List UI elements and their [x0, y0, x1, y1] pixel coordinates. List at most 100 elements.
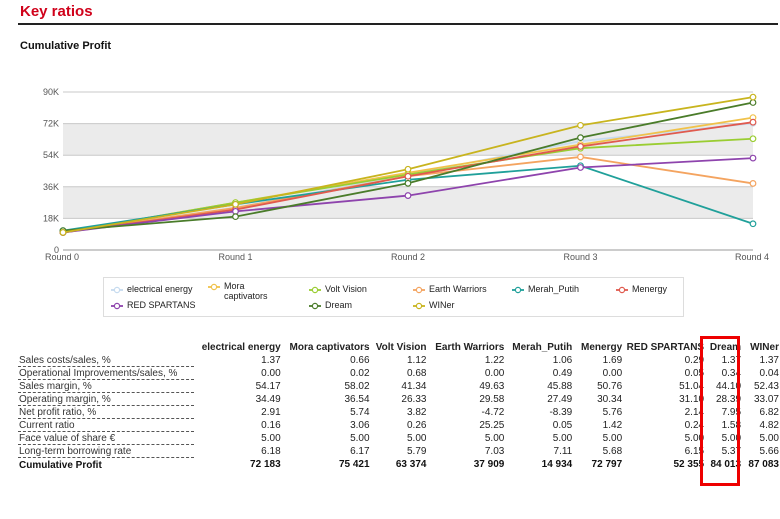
row-label: Operational Improvements/sales, %	[18, 366, 194, 380]
data-point-red-spartans	[404, 192, 412, 199]
table-cell: 5.00	[721, 432, 742, 444]
table-cell: 5.74	[350, 406, 370, 418]
table-cell: 1.22	[484, 354, 505, 366]
data-point-dream	[404, 179, 412, 187]
legend-marker	[413, 285, 425, 295]
table-row: Net profit ratio, % 2.91 5.74 3.82 -4.72 -8.3…	[18, 405, 780, 419]
row-label: Cumulative Profit	[19, 459, 102, 471]
legend-label: RED SPARTANS	[127, 300, 196, 310]
chart-legend: electrical energy Mora captivators Volt Vi…	[103, 277, 684, 317]
data-point-earth-warriors	[749, 180, 757, 187]
page-title: Key ratios	[20, 3, 93, 20]
table-cell: -8.39	[549, 406, 573, 418]
legend-marker	[111, 301, 123, 311]
table-cell: 25.25	[479, 419, 505, 431]
table-cell: 1.58	[721, 419, 742, 431]
table-cell: 52.43	[753, 380, 779, 392]
legend-marker	[111, 285, 123, 295]
table-cell: -4.72	[481, 406, 505, 418]
x-tick-label: Round 3	[563, 252, 597, 262]
data-point-menergy	[749, 118, 757, 126]
table-row: Long-term borrowing rate 6.18 6.17 5.79 7.03…	[18, 444, 780, 458]
y-tick-label: 18K	[43, 213, 59, 223]
legend-marker	[616, 285, 628, 295]
column-header: Menergy	[581, 342, 623, 353]
table-cell: 3.06	[350, 419, 370, 431]
column-header: Dream	[709, 342, 742, 353]
table-cell: 5.00	[261, 432, 281, 444]
data-point-winer	[749, 93, 757, 101]
column-header: Volt Vision	[375, 342, 427, 353]
table-cell: 34.49	[255, 393, 281, 405]
table-cell: 37 909	[473, 459, 505, 471]
table-cell: 72 797	[591, 459, 623, 471]
table-cell: 28.39	[716, 393, 742, 405]
column-header: electrical energy	[201, 342, 281, 353]
table-cell: 1.37	[261, 354, 281, 366]
y-tick-label: 36K	[43, 182, 59, 192]
column-header: Earth Warriors	[435, 342, 505, 353]
data-point-merah-putih	[749, 220, 757, 228]
table-cell: 1.37	[759, 354, 779, 366]
legend-marker	[309, 301, 321, 311]
key-ratios-table: electrical energy Mora captivators Volt Vi…	[18, 341, 780, 472]
data-point-menergy	[577, 143, 584, 150]
table-cell: 29.58	[479, 393, 505, 405]
table-row: Sales costs/sales, % 1.37 0.66 1.12 1.22 1.06…	[18, 354, 780, 367]
y-tick-label: 72K	[43, 119, 59, 129]
table-cell: 2.91	[261, 406, 281, 418]
table-cell: 5.00	[350, 432, 370, 444]
legend-label: Mora captivators	[224, 281, 268, 301]
legend-label: Dream	[325, 300, 353, 310]
table-cell: 33.07	[753, 393, 779, 405]
x-tick-label: Round 1	[218, 252, 252, 262]
data-point-earth-warriors	[577, 153, 584, 161]
table-cell: 5.00	[406, 432, 427, 444]
data-point-dream	[749, 99, 757, 106]
table-cell: 14 934	[541, 459, 573, 471]
table-cell: 49.63	[479, 380, 505, 392]
table-cell: 27.49	[547, 393, 573, 405]
table-cell: 6.17	[350, 445, 370, 457]
table-cell: 5.68	[602, 445, 623, 457]
table-cell: 41.34	[401, 380, 427, 392]
row-label: Net profit ratio, %	[18, 405, 194, 419]
data-point-winer	[232, 200, 239, 208]
table-cell: 52 355	[673, 459, 705, 471]
data-point-menergy	[404, 172, 412, 180]
table-row: Face value of share € 5.00 5.00 5.00 5.00 5.0…	[18, 431, 780, 445]
table-cell: 45.88	[547, 380, 573, 392]
table-cell: 5.00	[684, 432, 705, 444]
column-header: Mora captivators	[289, 342, 370, 353]
legend-marker	[208, 282, 220, 292]
x-tick-label: Round 0	[45, 252, 79, 262]
legend-label: Earth Warriors	[429, 284, 487, 294]
table-cell: 1.12	[406, 354, 427, 366]
legend-label: electrical energy	[127, 284, 193, 294]
table-cell: 0.00	[602, 367, 623, 379]
table-cell: 0.24	[684, 419, 705, 431]
table-cell: 58.02	[344, 380, 370, 392]
chart-title: Cumulative Profit	[20, 40, 112, 52]
data-point-winer	[404, 165, 412, 173]
legend-label: Menergy	[632, 284, 668, 294]
table-cell: 31.10	[679, 393, 705, 405]
table-cell: 26.33	[401, 393, 427, 405]
table-cell: 36.54	[344, 393, 370, 405]
table-cell: 0.04	[759, 367, 779, 379]
table-cell: 0.00	[261, 367, 281, 379]
x-tick-label: Round 4	[735, 252, 769, 262]
legend-label: Volt Vision	[325, 284, 367, 294]
data-point-red-spartans	[577, 164, 584, 171]
row-label: Face value of share €	[18, 431, 194, 445]
data-point-winer	[59, 229, 67, 236]
table-cell: 72 183	[250, 459, 281, 471]
legend-label: Merah_Putih	[528, 284, 580, 294]
table-cell: 0.00	[484, 367, 505, 379]
table-cell: 0.26	[406, 419, 427, 431]
table-cell: 5.66	[759, 445, 779, 457]
table-cell: 2.14	[684, 406, 705, 418]
table-cell: 84 013	[710, 459, 742, 471]
table-cell: 3.82	[406, 406, 427, 418]
table-cell: 1.42	[602, 419, 623, 431]
